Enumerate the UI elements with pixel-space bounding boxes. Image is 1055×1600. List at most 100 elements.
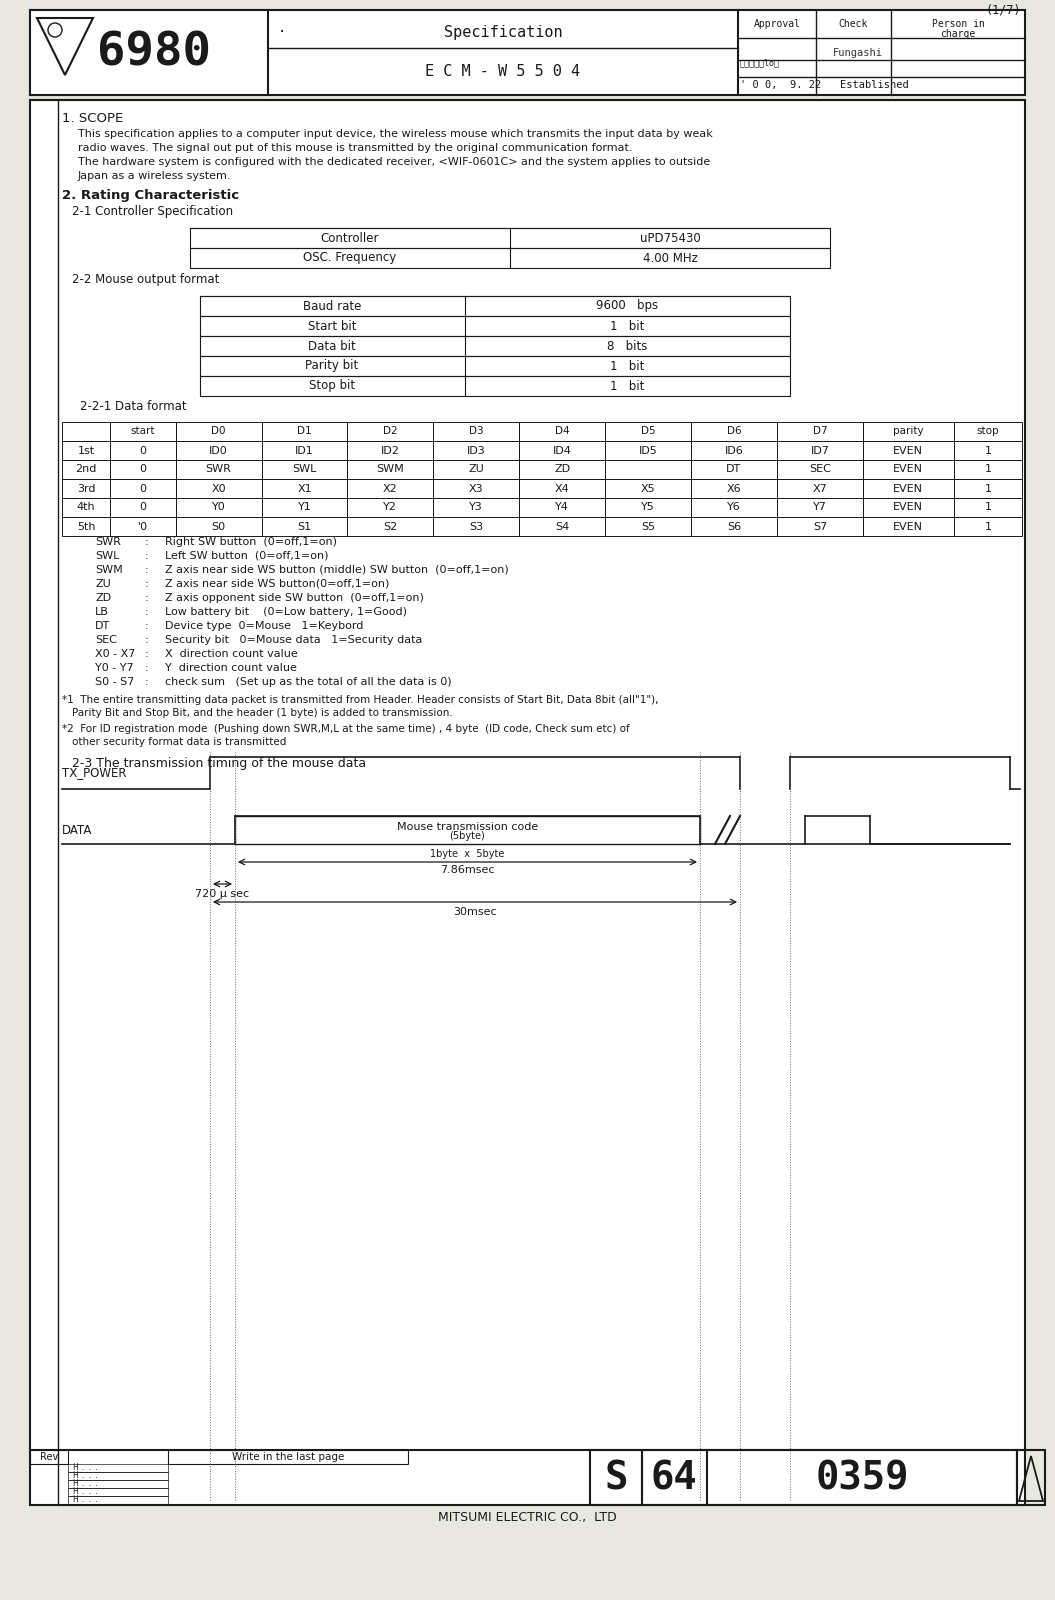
Bar [110,498,176,517]
Text: SEC: SEC [809,464,831,475]
Text: .  .  .: . . . [82,1474,98,1478]
Text: .  .  .: . . . [82,1498,98,1502]
Bar [954,422,1022,442]
Text: (1/7): (1/7) [985,3,1020,16]
Text: :: : [145,650,149,659]
Text: X3: X3 [469,483,483,493]
Bar [110,517,176,536]
Text: 4th: 4th [77,502,95,512]
Bar [519,422,606,442]
Bar [434,442,519,461]
Text: ID5: ID5 [638,445,657,456]
Text: Parity Bit and Stop Bit, and the header (1 byte) is added to transmission.: Parity Bit and Stop Bit, and the header … [72,707,453,718]
Bar [62,517,110,536]
Text: 1: 1 [984,464,992,475]
Text: Y1: Y1 [298,502,311,512]
Text: E C M - W 5 5 0 4: E C M - W 5 5 0 4 [425,64,580,80]
Bar [262,442,347,461]
Text: X2: X2 [383,483,398,493]
Text: H: H [72,1464,78,1472]
Text: EVEN: EVEN [894,445,923,456]
Bar [347,422,434,442]
Text: S2: S2 [383,522,398,531]
Text: DT: DT [727,464,742,475]
Bar [434,478,519,498]
Text: ZU: ZU [468,464,484,475]
Bar [863,422,954,442]
Bar [68,1464,168,1472]
Bar [68,1480,168,1488]
Text: stop: stop [977,427,999,437]
Bar [62,498,110,517]
Bar [776,422,863,442]
Text: 2-3 The transmission timing of the mouse data: 2-3 The transmission timing of the mouse… [72,757,366,771]
Text: :: : [145,550,149,562]
Bar [347,478,434,498]
Bar [176,461,262,478]
Bar [62,478,110,498]
Text: Y0 - Y7: Y0 - Y7 [95,662,134,674]
Text: check sum   (Set up as the total of all the data is 0): check sum (Set up as the total of all th… [165,677,452,686]
Text: 2nd: 2nd [75,464,97,475]
Text: 2-2 Mouse output format: 2-2 Mouse output format [72,274,219,286]
Text: MITSUMI ELECTRIC CO.,  LTD: MITSUMI ELECTRIC CO., LTD [438,1510,616,1523]
Text: .  .  .: . . . [82,1490,98,1494]
Bar [110,478,176,498]
Text: 1st: 1st [77,445,95,456]
Bar [262,517,347,536]
Bar [176,498,262,517]
Bar [434,461,519,478]
Text: The hardware system is configured with the dedicated receiver, <WIF-0601C> and t: The hardware system is configured with t… [78,157,710,166]
Text: other security format data is transmitted: other security format data is transmitte… [72,738,286,747]
Text: S5: S5 [641,522,655,531]
Text: .  .  .: . . . [82,1466,98,1470]
Text: *2  For ID registration mode  (Pushing down SWR,M,L at the same time) , 4 byte  : *2 For ID registration mode (Pushing dow… [62,723,630,734]
Bar [200,376,790,395]
Text: 8   bits: 8 bits [607,339,647,352]
Text: EVEN: EVEN [894,464,923,475]
Text: ID7: ID7 [810,445,829,456]
Text: 7.86msec: 7.86msec [440,866,495,875]
Bar [200,336,790,357]
Text: Mouse transmission code: Mouse transmission code [397,822,538,832]
Text: Controller: Controller [321,232,379,245]
Bar [954,461,1022,478]
Text: :: : [145,677,149,686]
Text: Y2: Y2 [383,502,398,512]
Text: S1: S1 [298,522,311,531]
Bar [954,498,1022,517]
Bar [519,461,606,478]
Bar [519,442,606,461]
Text: SWM: SWM [95,565,122,574]
Text: S: S [605,1459,628,1498]
Bar [235,816,701,845]
Bar [776,461,863,478]
Bar [863,517,954,536]
Text: S6: S6 [727,522,741,531]
Text: ID1: ID1 [295,445,314,456]
Text: Y7: Y7 [813,502,827,512]
Text: Right SW button  (0=off,1=on): Right SW button (0=off,1=on) [165,538,337,547]
Text: D2: D2 [383,427,398,437]
Bar [200,296,790,317]
Bar [30,1450,68,1464]
Text: TX_POWER: TX_POWER [62,766,127,779]
Text: SWM: SWM [377,464,404,475]
Bar [347,517,434,536]
Text: H: H [72,1472,78,1480]
Bar [606,498,691,517]
Bar [68,1496,168,1504]
Bar [30,10,1025,94]
Text: Parity bit: Parity bit [305,360,359,373]
Bar [606,422,691,442]
Bar [863,442,954,461]
Text: 1: 1 [984,483,992,493]
Text: ID0: ID0 [209,445,228,456]
Text: 2-2-1 Data format: 2-2-1 Data format [80,400,187,413]
Bar [190,248,830,267]
Text: Z axis opponent side SW button  (0=off,1=on): Z axis opponent side SW button (0=off,1=… [165,594,424,603]
Text: 1: 1 [984,502,992,512]
Text: uPD75430: uPD75430 [639,232,701,245]
Text: D3: D3 [469,427,483,437]
Bar [62,461,110,478]
